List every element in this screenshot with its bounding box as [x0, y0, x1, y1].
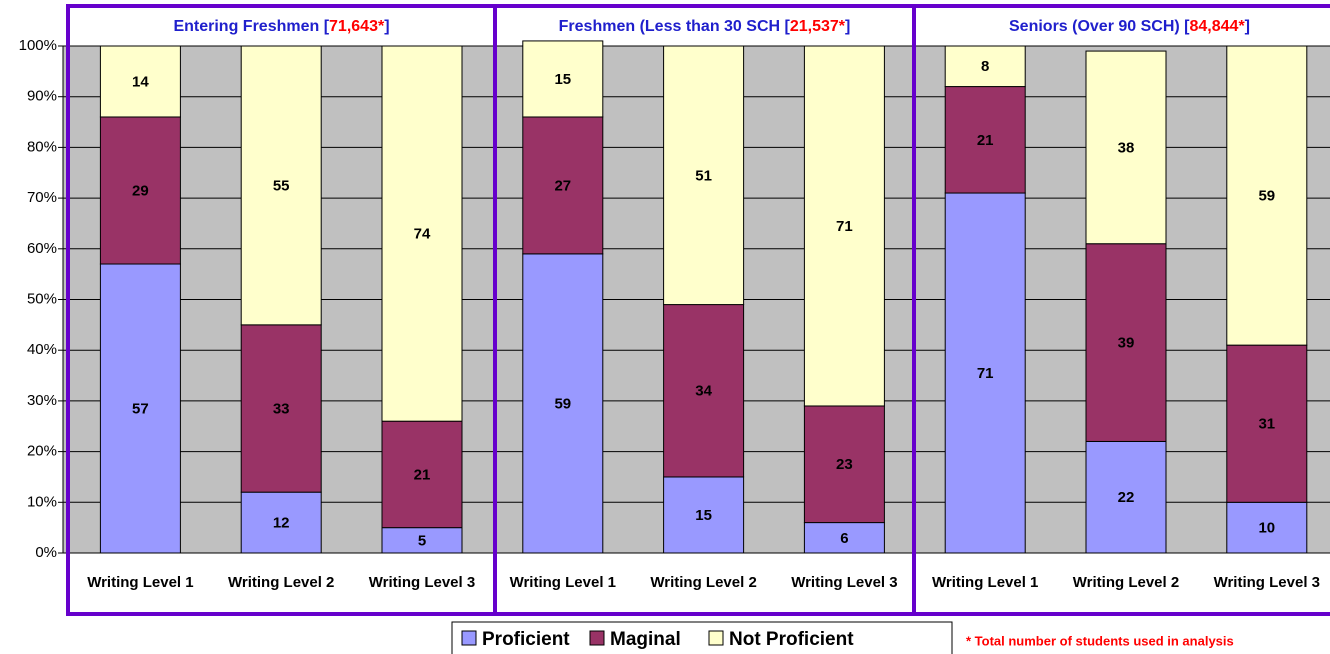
y-tick-label: 40% [27, 341, 57, 358]
group-title-text: Freshmen (Less than 30 SCH [ [559, 18, 791, 35]
group-box [912, 4, 1330, 616]
group-title-text: ] [384, 18, 389, 35]
bar-segment [99, 263, 181, 554]
value-label: 55 [273, 177, 290, 194]
group-title: Seniors (Over 90 SCH) [84,844*] [1009, 18, 1250, 35]
bar-segment [803, 45, 885, 407]
x-tick-label: Writing Level 3 [1214, 574, 1320, 591]
group-title-text: Seniors (Over 90 SCH) [ [1009, 18, 1190, 35]
legend-label: Proficient [482, 629, 570, 650]
value-label: 51 [695, 167, 712, 184]
y-tick-label: 100% [19, 37, 57, 54]
bar-segment [1226, 344, 1308, 503]
footnote: * Total number of students used in analy… [966, 633, 1234, 648]
bar-segment [663, 45, 745, 306]
bar-segment [522, 40, 604, 118]
group-title: Entering Freshmen [71,643*] [173, 18, 389, 35]
bar-segment [381, 527, 463, 554]
legend [451, 621, 953, 654]
bar-segment [803, 405, 885, 524]
bar-segment [522, 116, 604, 255]
value-label: 71 [836, 218, 853, 235]
bar-segment [944, 192, 1026, 554]
y-tick-label: 50% [27, 290, 57, 307]
group-title-text: ] [1245, 18, 1250, 35]
bar-segment [663, 304, 745, 478]
group-count: 21,537* [790, 18, 846, 35]
bar-segment [1226, 45, 1308, 346]
bar-segment [1085, 50, 1167, 245]
x-tick-label: Writing Level 3 [369, 574, 475, 591]
bar-segment [944, 45, 1026, 88]
value-label: 21 [414, 466, 431, 483]
value-label: 71 [977, 365, 994, 382]
bar-segment [1085, 243, 1167, 442]
value-label: 59 [1258, 188, 1275, 205]
bar-segment [944, 86, 1026, 194]
value-label: 74 [414, 226, 431, 243]
group-count: 84,844* [1190, 18, 1246, 35]
value-label: 31 [1258, 416, 1275, 433]
x-tick-label: Writing Level 2 [228, 574, 334, 591]
group-count: 71,643* [329, 18, 385, 35]
value-label: 59 [554, 395, 571, 412]
value-label: 6 [840, 530, 848, 547]
value-label: 38 [1118, 139, 1135, 156]
value-label: 22 [1118, 489, 1135, 506]
bar-segment [240, 324, 322, 493]
bar-segment [1085, 440, 1167, 554]
x-tick-label: Writing Level 1 [87, 574, 193, 591]
value-label: 33 [273, 400, 290, 417]
y-tick-label: 70% [27, 189, 57, 206]
group-title-text: ] [845, 18, 850, 35]
value-label: 5 [418, 532, 426, 549]
group-title: Freshmen (Less than 30 SCH [21,537*] [559, 18, 851, 35]
value-label: 39 [1118, 335, 1135, 352]
x-tick-label: Writing Level 2 [1073, 574, 1179, 591]
value-label: 12 [273, 515, 290, 532]
y-tick-label: 90% [27, 88, 57, 105]
group-title-text: Entering Freshmen [ [173, 18, 329, 35]
value-label: 15 [695, 507, 712, 524]
value-label: 23 [836, 456, 853, 473]
value-label: 29 [132, 182, 149, 199]
y-tick-label: 80% [27, 138, 57, 155]
x-tick-label: Writing Level 3 [791, 574, 897, 591]
bar-segment [99, 45, 181, 118]
value-label: 34 [695, 383, 712, 400]
bar-segment [99, 116, 181, 265]
y-tick-label: 0% [35, 544, 57, 561]
y-tick-label: 10% [27, 493, 57, 510]
x-tick-label: Writing Level 1 [510, 574, 616, 591]
bar-segment [240, 491, 322, 554]
bar-segment [381, 45, 463, 422]
value-label: 14 [132, 73, 149, 90]
bar-segment [240, 45, 322, 326]
x-tick-label: Writing Level 2 [650, 574, 756, 591]
legend-label: Not Proficient [729, 629, 854, 650]
value-label: 57 [132, 400, 149, 417]
value-label: 8 [981, 58, 989, 75]
y-tick-label: 60% [27, 240, 57, 257]
legend-swatch [708, 630, 724, 646]
y-tick-label: 30% [27, 392, 57, 409]
value-label: 21 [977, 132, 994, 149]
legend-swatch [461, 630, 477, 646]
bar-segment [663, 476, 745, 554]
y-tick-label: 20% [27, 443, 57, 460]
legend-swatch [589, 630, 605, 646]
bar-segment [522, 253, 604, 554]
x-tick-label: Writing Level 1 [932, 574, 1038, 591]
value-label: 10 [1258, 520, 1275, 537]
value-label: 15 [554, 71, 571, 88]
legend-label: Maginal [610, 629, 681, 650]
value-label: 27 [554, 177, 571, 194]
